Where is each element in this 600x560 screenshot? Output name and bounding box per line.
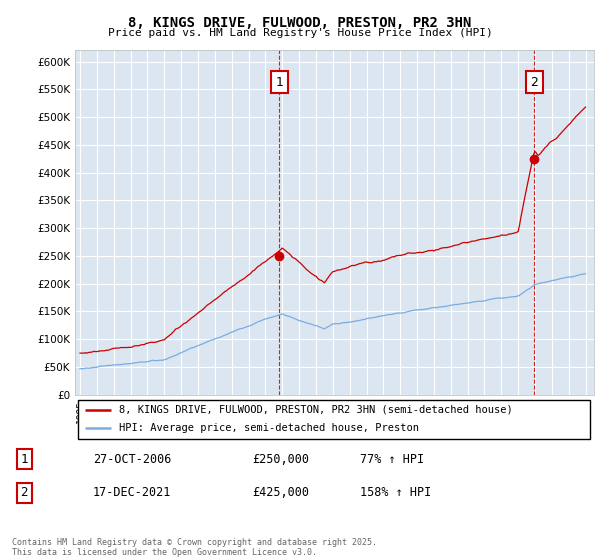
Text: 158% ↑ HPI: 158% ↑ HPI	[360, 486, 431, 500]
Text: 27-OCT-2006: 27-OCT-2006	[93, 452, 172, 466]
Text: 2: 2	[530, 76, 538, 88]
Text: 1: 1	[20, 452, 28, 466]
Text: Contains HM Land Registry data © Crown copyright and database right 2025.
This d: Contains HM Land Registry data © Crown c…	[12, 538, 377, 557]
Text: 1: 1	[275, 76, 283, 88]
Text: 17-DEC-2021: 17-DEC-2021	[93, 486, 172, 500]
Text: HPI: Average price, semi-detached house, Preston: HPI: Average price, semi-detached house,…	[119, 423, 419, 433]
Text: 8, KINGS DRIVE, FULWOOD, PRESTON, PR2 3HN: 8, KINGS DRIVE, FULWOOD, PRESTON, PR2 3H…	[128, 16, 472, 30]
Text: £425,000: £425,000	[252, 486, 309, 500]
Text: Price paid vs. HM Land Registry's House Price Index (HPI): Price paid vs. HM Land Registry's House …	[107, 28, 493, 38]
Text: 2: 2	[20, 486, 28, 500]
Text: 8, KINGS DRIVE, FULWOOD, PRESTON, PR2 3HN (semi-detached house): 8, KINGS DRIVE, FULWOOD, PRESTON, PR2 3H…	[119, 405, 513, 415]
Text: 77% ↑ HPI: 77% ↑ HPI	[360, 452, 424, 466]
Text: £250,000: £250,000	[252, 452, 309, 466]
FancyBboxPatch shape	[77, 399, 590, 439]
